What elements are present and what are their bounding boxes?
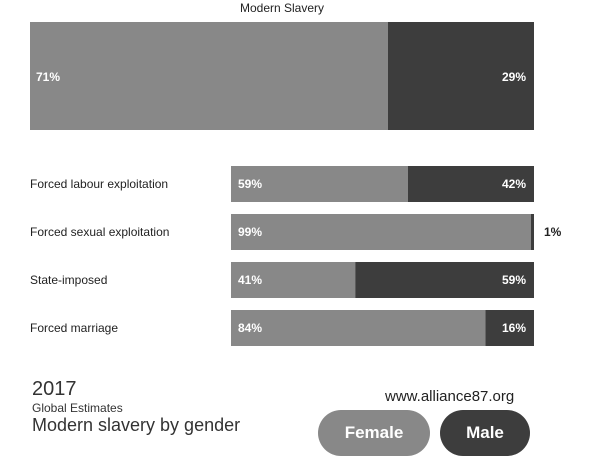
legend-female-label: Female [344,423,404,442]
main-bar-female [30,22,388,130]
category-label: State-imposed [30,273,107,287]
footer-url: www.alliance87.org [385,388,515,405]
category-label: Forced labour exploitation [30,177,168,191]
main-bar-group: 71% 29% [30,22,534,130]
bar-male [355,262,534,298]
bar-female-label: 99% [238,225,262,239]
bar-male [485,310,534,346]
bar-male [408,166,534,202]
bar-male-label: 59% [502,273,526,287]
bar-female [231,310,486,346]
legend-male-label: Male [466,423,504,442]
legend-male: Male [440,410,530,456]
footer-title: Modern slavery by gender [32,415,241,435]
main-bar-female-label: 71% [36,70,60,84]
category-label: Forced sexual exploitation [30,225,169,239]
bar-female [231,262,356,298]
category-label: Forced marriage [30,321,118,335]
main-bar-male-label: 29% [502,70,526,84]
bar-female [231,214,531,250]
bar-female-label: 41% [238,273,262,287]
bar-female [231,166,408,202]
main-bar-male [387,22,534,130]
bar-male-label: 16% [502,321,526,335]
legend-female: Female [318,410,430,456]
bar-male-label: 1% [544,225,562,239]
bar-female-label: 59% [238,177,262,191]
bar-female-label: 84% [238,321,262,335]
bar-male [530,214,534,250]
footer-year: 2017 [32,378,77,400]
footer-subtitle: Global Estimates [32,401,123,415]
main-chart-title: Modern Slavery [240,1,324,15]
category-bars-group: Forced labour exploitation 59% 42% Forced s… [30,166,562,346]
bar-male-label: 42% [502,177,526,191]
